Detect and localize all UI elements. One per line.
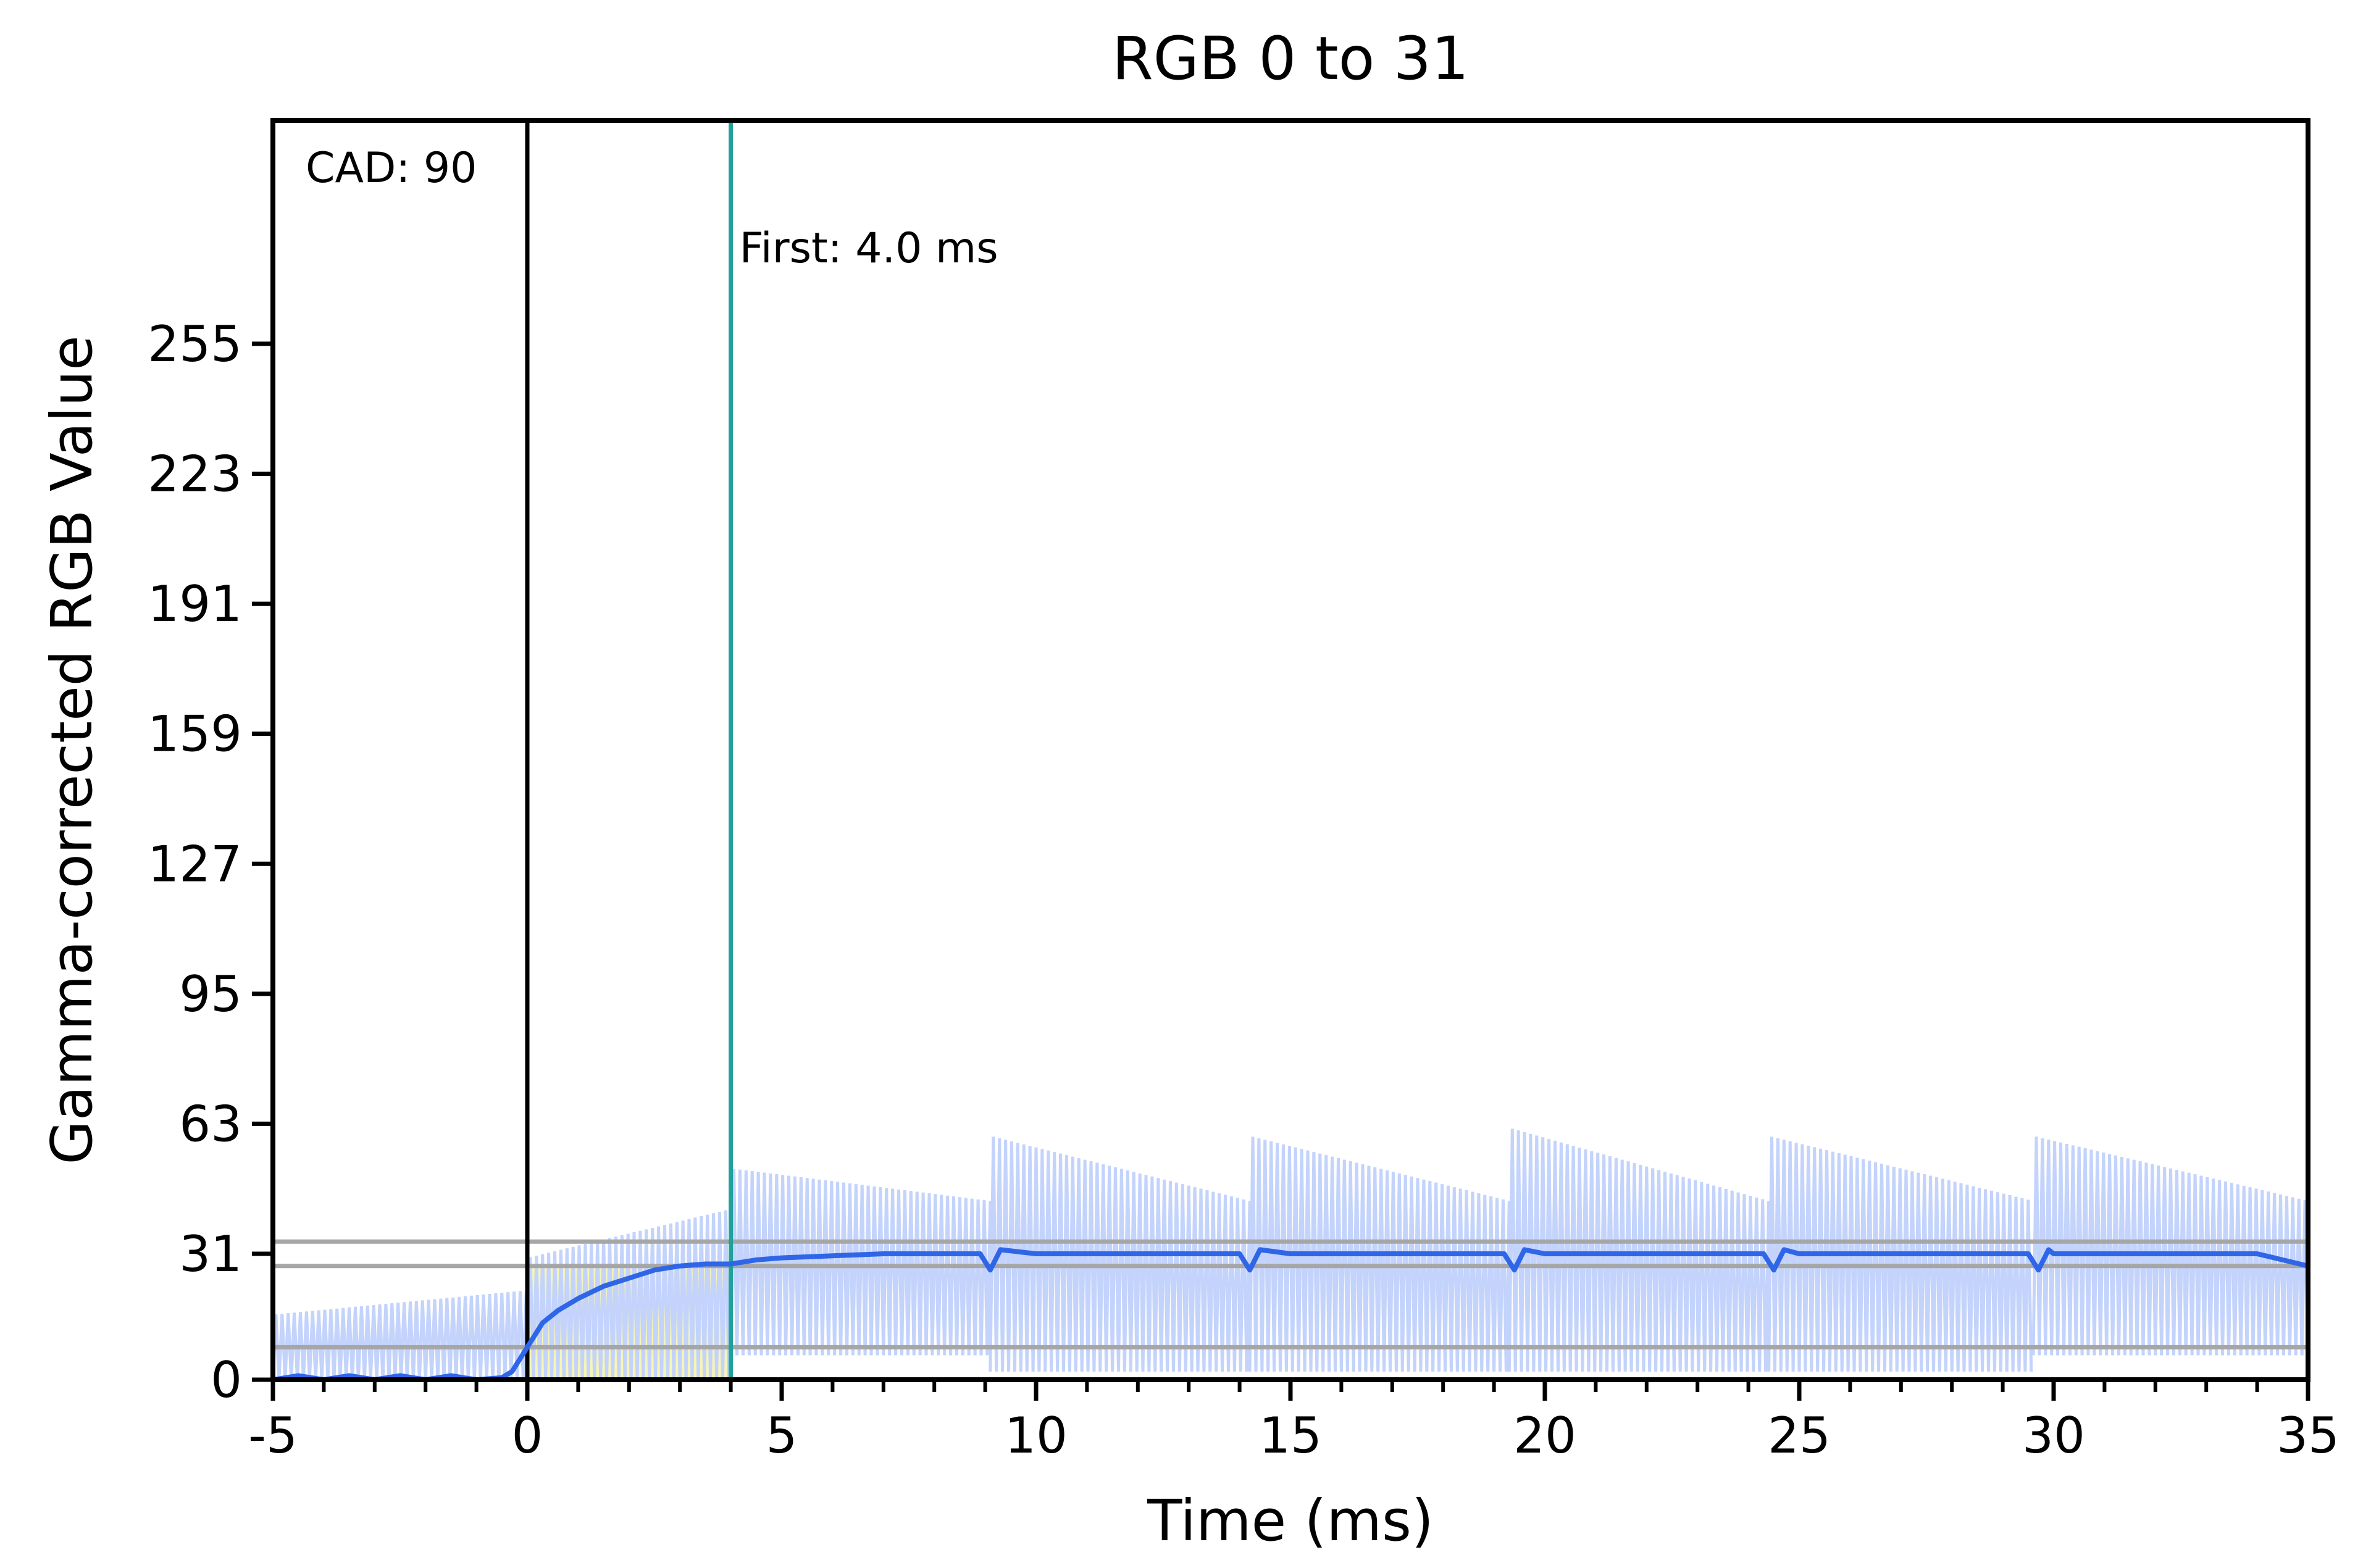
y-tick-label: 63 xyxy=(179,1095,242,1153)
x-tick-label: 15 xyxy=(1259,1407,1322,1464)
y-tick-label: 0 xyxy=(211,1351,242,1409)
raw-signal-series xyxy=(273,1128,2308,1380)
y-axis: 0 31 63 95 127 159 191 223 255 xyxy=(148,315,273,1409)
y-tick-label: 223 xyxy=(148,446,242,503)
x-tick-label: 5 xyxy=(766,1407,798,1464)
x-axis-label: Time (ms) xyxy=(1147,1488,1434,1554)
x-tick-label: 20 xyxy=(1513,1407,1576,1464)
x-tick-label: 25 xyxy=(1768,1407,1831,1464)
x-tick-label: 0 xyxy=(512,1407,543,1464)
first-annotation: First: 4.0 ms xyxy=(740,224,998,273)
y-tick-label: 255 xyxy=(148,315,242,373)
y-tick-label: 127 xyxy=(148,835,242,893)
y-tick-label: 191 xyxy=(148,575,242,633)
x-tick-label: 10 xyxy=(1005,1407,1068,1464)
x-axis: -5 0 5 10 15 20 25 30 35 xyxy=(248,1380,2340,1464)
plot-area xyxy=(273,120,2308,1380)
chart-title: RGB 0 to 31 xyxy=(1112,24,1469,93)
x-tick-label: -5 xyxy=(248,1407,298,1464)
y-tick-label: 159 xyxy=(148,706,242,763)
x-tick-label: 35 xyxy=(2277,1407,2340,1464)
threshold-lines xyxy=(273,1239,2308,1349)
y-tick-label: 31 xyxy=(179,1225,242,1283)
y-tick-label: 95 xyxy=(179,965,242,1023)
x-tick-label: 30 xyxy=(2022,1407,2085,1464)
cad-annotation: CAD: 90 xyxy=(306,144,477,193)
y-axis-label: Gamma-corrected RGB Value xyxy=(39,335,105,1164)
